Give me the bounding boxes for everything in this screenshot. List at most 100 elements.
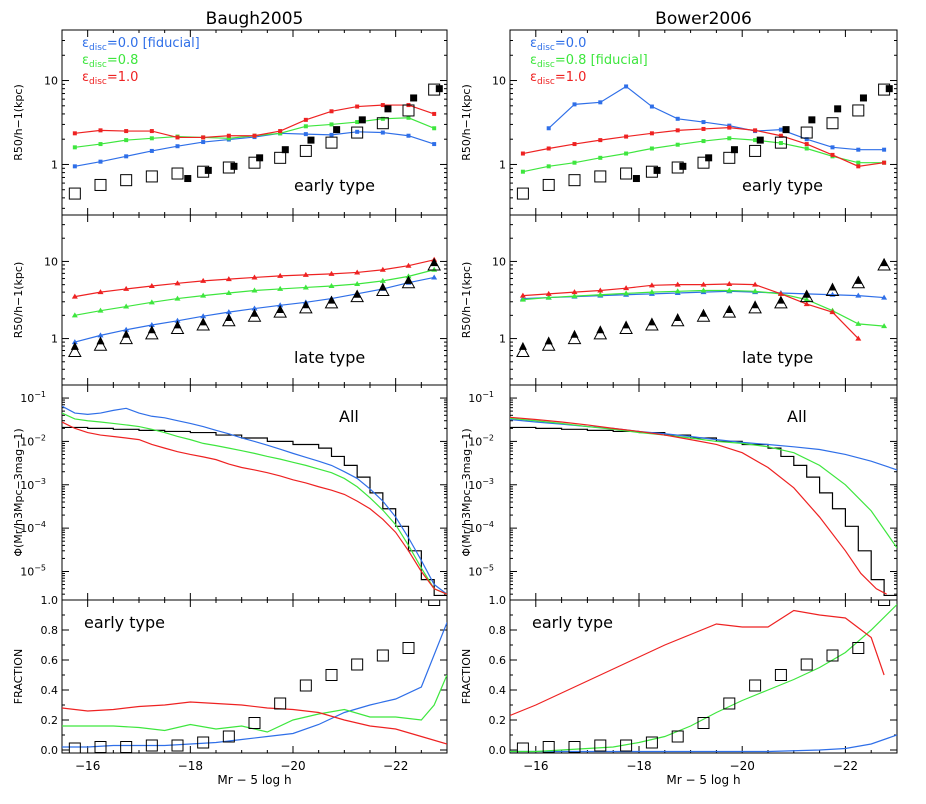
series-point-red: [226, 133, 231, 138]
series-point-green: [520, 169, 525, 174]
series-point-red: [123, 285, 130, 291]
observed-filled-point: [173, 320, 182, 329]
panel-frame: [509, 214, 898, 386]
series-point-blue: [856, 147, 861, 152]
series-point-red: [251, 274, 258, 280]
series-point-green: [803, 296, 810, 302]
y-tick-label: 10: [44, 75, 58, 88]
series-point-red: [855, 335, 862, 341]
series-point-blue: [124, 154, 129, 159]
observed-open-point: [402, 642, 415, 654]
observed-filled-point: [430, 258, 439, 267]
series-point-blue: [701, 120, 706, 125]
observed-open-point: [878, 600, 891, 606]
x-tick-label: −18: [626, 759, 651, 773]
panel-r2-c0: 10−510−410−310−210−1Φ(Mr/h3Mpc−3mag−1)Al…: [12, 384, 448, 601]
series-point-blue: [675, 116, 680, 121]
series-point-red: [302, 271, 309, 277]
series-point-green: [277, 285, 284, 291]
y-tick-label: 10−2: [468, 433, 494, 448]
observed-filled-point: [544, 336, 553, 345]
series-point-green: [98, 142, 103, 147]
series-point-green: [379, 277, 386, 283]
legend-value: =0.8: [107, 53, 139, 68]
panel-label: late type: [742, 348, 813, 367]
observed-filled-point: [378, 282, 387, 291]
observed-filled-point: [122, 329, 131, 338]
panel-r1-c0: 1 10 R50/h−1(kpc) late type: [12, 214, 448, 386]
series-point-blue: [201, 140, 206, 145]
observed-open-point: [774, 136, 787, 149]
panel-plot-area: [62, 600, 447, 753]
panel-plot-area: [67, 256, 442, 357]
series-point-blue: [225, 309, 232, 315]
series-point-red: [328, 270, 335, 276]
y-tick-exp: −4: [482, 520, 494, 529]
series-point-green: [648, 289, 655, 295]
panel-label: early type: [742, 176, 823, 195]
observed-open-point: [826, 117, 839, 130]
observed-filled-point: [435, 85, 443, 93]
series-point-red: [882, 160, 887, 165]
observed-open-point: [542, 178, 555, 191]
series-point-blue: [804, 137, 809, 142]
series-line-red: [62, 701, 447, 745]
series-line-red: [510, 416, 887, 595]
series-line-blue: [510, 734, 897, 753]
panel-label: early type: [84, 613, 165, 632]
y-tick-exp: −1: [34, 390, 46, 399]
observed-filled-point: [699, 308, 708, 317]
observed-filled-point: [256, 154, 264, 162]
y-tick-label: 0.2: [489, 714, 507, 727]
y-tick-exp: −5: [34, 563, 46, 572]
series-point-red: [175, 135, 180, 140]
series-point-green: [856, 160, 861, 165]
series-point-blue: [200, 313, 207, 319]
x-axis-label: Mr − 5 log h: [666, 773, 740, 787]
y-tick-label: 1: [51, 333, 58, 346]
observed-open-point: [274, 697, 287, 710]
series-point-blue: [148, 321, 155, 327]
column-title-0: Baugh2005: [206, 9, 304, 29]
observed-filled-point: [828, 282, 837, 291]
series-point-red: [829, 309, 836, 315]
panel-label: early type: [532, 613, 613, 632]
y-tick-label: 10−2: [20, 433, 46, 448]
series-point-red: [830, 152, 835, 157]
series-point-blue: [406, 133, 411, 138]
observed-open-point: [723, 697, 736, 710]
y-tick-base: 10: [20, 435, 34, 448]
y-tick-exp: −3: [482, 477, 494, 486]
observed-open-point: [351, 658, 364, 671]
observed-filled-point: [204, 166, 212, 174]
observed-filled-point: [782, 126, 790, 134]
series-point-green: [675, 142, 680, 147]
series-line-red: [62, 421, 447, 595]
panel-plot-area: [510, 416, 897, 597]
y-tick-label: 1.0: [41, 594, 59, 607]
series-point-green: [700, 287, 707, 293]
y-tick-label: 0.0: [41, 744, 59, 757]
observed-open-point: [774, 669, 787, 681]
y-axis-label: FRACTION: [12, 649, 25, 704]
observed-open-point: [697, 717, 710, 729]
y-axis-label: FRACTION: [460, 649, 473, 704]
series-point-blue: [546, 126, 551, 131]
series-point-blue: [97, 332, 104, 338]
observed-filled-point: [776, 295, 785, 304]
series-point-green: [431, 266, 438, 272]
panel-plot-area: [510, 600, 897, 753]
series-point-blue: [303, 132, 308, 137]
observed-open-point: [376, 649, 389, 662]
series-point-blue: [98, 159, 103, 164]
panel-frame: [509, 384, 898, 601]
series-line-red: [510, 609, 885, 717]
series-point-red: [545, 290, 552, 296]
observed-filled-point: [834, 105, 842, 113]
series-point-green: [149, 136, 154, 141]
panel-plot-area: [68, 83, 443, 200]
observed-open-point: [94, 178, 107, 191]
series-point-red: [803, 301, 810, 307]
panel-label: All: [339, 407, 359, 426]
series-point-red: [597, 287, 604, 293]
